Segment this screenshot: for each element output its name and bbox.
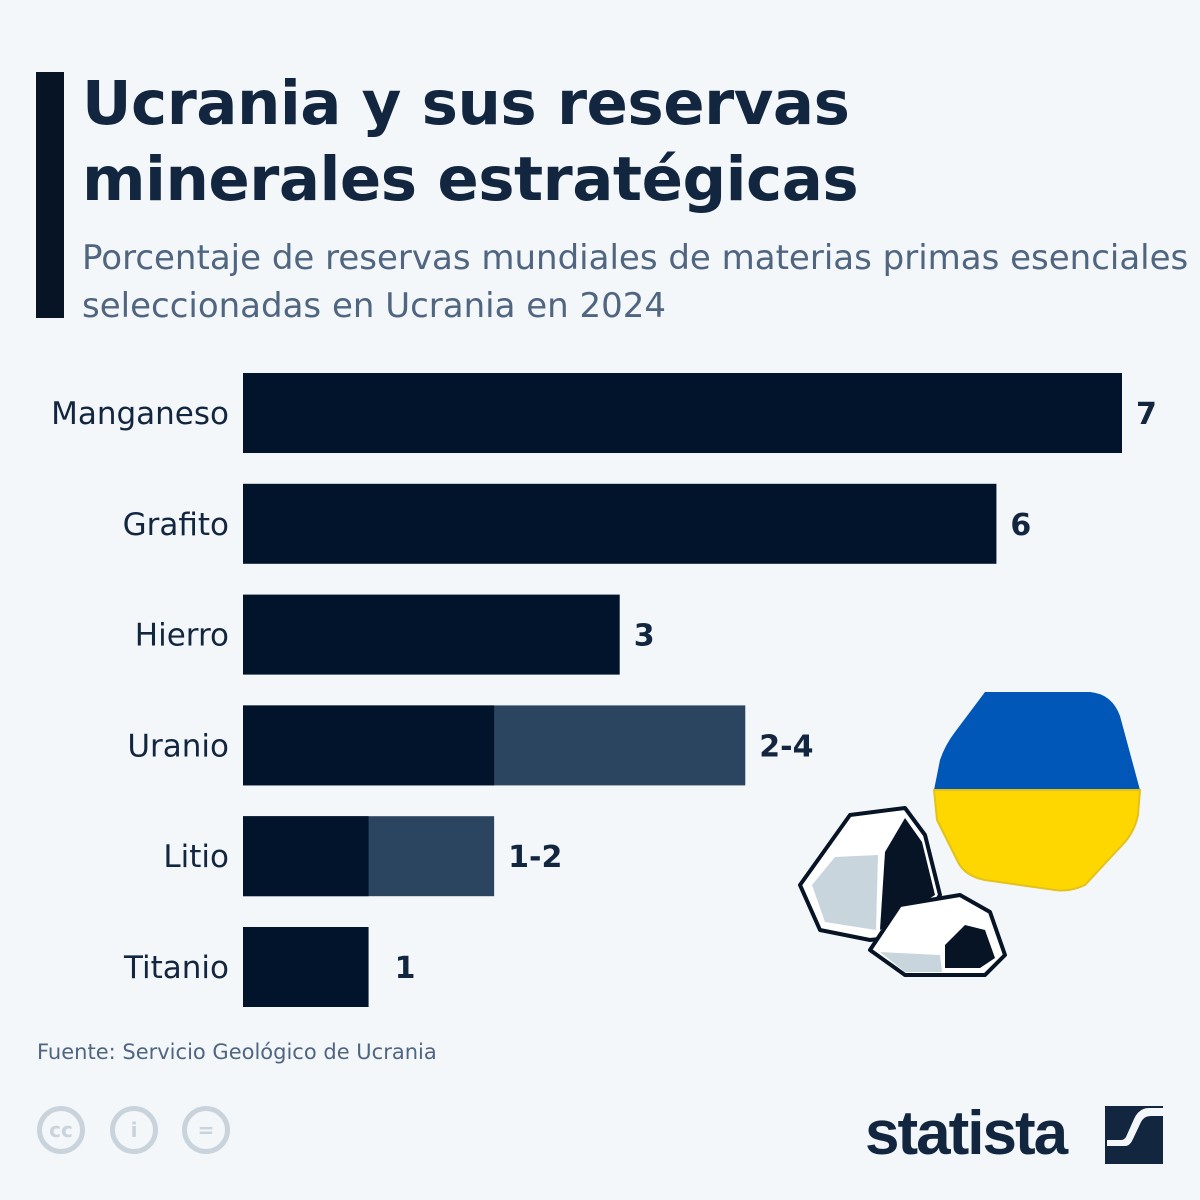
category-label: Manganeso — [51, 396, 229, 432]
data-label: 7 — [1136, 397, 1157, 432]
data-label: 1-2 — [508, 840, 562, 875]
bar — [243, 927, 369, 1007]
statista-logo-mark-icon — [1105, 1106, 1163, 1164]
no-derivatives-icon[interactable]: = — [182, 1106, 230, 1154]
bar — [243, 816, 369, 897]
bar — [243, 483, 997, 564]
bar — [243, 373, 1122, 453]
ukraine-flag-blue — [934, 692, 1140, 790]
category-label: Hierro — [135, 618, 229, 654]
creative-commons-icon[interactable]: cc — [37, 1106, 85, 1154]
page-subtitle: Porcentaje de reservas mundiales de mate… — [82, 238, 1189, 326]
bar — [243, 594, 620, 675]
data-label: 3 — [634, 619, 655, 654]
category-label: Grafito — [123, 507, 229, 543]
title-accent-bar — [36, 72, 64, 318]
ukraine-minerals-illustration — [798, 692, 1142, 977]
ukraine-flag-yellow — [932, 789, 1142, 892]
page-title: Ucrania y sus reservas minerales estraté… — [82, 68, 859, 215]
bar-chart: Manganeso 7 Grafito 6 Hierro 3 Uranio 2-4 Litio 1… — [51, 373, 1157, 1007]
data-label: 2-4 — [759, 729, 813, 764]
statista-logo[interactable]: statista — [865, 1099, 1068, 1168]
attribution-icon[interactable]: i — [110, 1106, 158, 1154]
bar — [243, 705, 495, 786]
data-label: 6 — [1010, 508, 1031, 543]
category-label: Litio — [163, 839, 229, 875]
category-label: Titanio — [123, 950, 229, 986]
data-label: 1 — [395, 951, 416, 986]
rock-small-icon — [868, 893, 1007, 977]
category-label: Uranio — [127, 728, 229, 764]
source-note: Fuente: Servicio Geológico de Ucrania — [37, 1040, 437, 1064]
